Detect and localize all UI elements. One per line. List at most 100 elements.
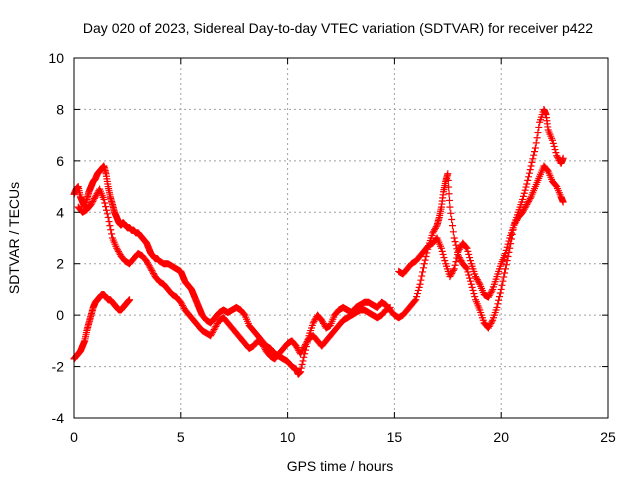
y-tick-label: -2 <box>52 359 65 375</box>
data-point <box>417 276 425 284</box>
data-point <box>113 244 121 252</box>
axis-ticks <box>73 57 609 419</box>
x-tick-label: 15 <box>387 429 403 445</box>
data-point <box>499 277 507 285</box>
data-point <box>502 261 510 269</box>
data-point <box>421 256 429 264</box>
data-point <box>452 241 460 249</box>
data-point <box>485 322 493 330</box>
data-point <box>102 206 110 214</box>
y-tick-label: -4 <box>52 410 65 426</box>
data-point <box>302 340 310 348</box>
data-point <box>503 257 511 265</box>
data-point <box>525 169 533 177</box>
data-point <box>145 262 153 270</box>
data-point <box>311 316 319 324</box>
data-point <box>114 246 122 254</box>
data-point <box>444 170 452 178</box>
data-point <box>532 139 540 147</box>
data-point <box>501 265 509 273</box>
data-point <box>296 350 304 358</box>
plot-frame <box>73 57 609 419</box>
data-point <box>466 257 474 265</box>
data-point <box>309 319 317 327</box>
y-tick-label: 4 <box>56 204 64 220</box>
data-point <box>453 254 461 262</box>
data-point <box>488 287 496 295</box>
data-point <box>496 289 504 297</box>
data-point <box>502 246 510 254</box>
data-point <box>451 238 459 246</box>
data-point <box>463 265 471 273</box>
data-point <box>525 173 533 181</box>
data-point <box>446 203 454 211</box>
data-point <box>431 226 439 234</box>
data-point <box>143 257 151 265</box>
data-point <box>449 266 457 274</box>
x-tick-labels: 0 5 10 15 20 25 <box>70 429 616 445</box>
data-point <box>525 196 533 204</box>
y-tick-label: 6 <box>56 153 64 169</box>
data-point <box>500 273 508 281</box>
data-point <box>448 268 456 276</box>
data-point <box>501 249 509 257</box>
data-point <box>177 298 185 306</box>
data-point <box>260 343 268 351</box>
data-point <box>419 264 427 272</box>
data-point <box>87 201 95 209</box>
y-tick-label: 10 <box>48 50 64 66</box>
data-point <box>437 244 445 252</box>
data-point <box>445 183 453 191</box>
data-point <box>494 300 502 308</box>
data-point <box>292 342 300 350</box>
data-point <box>456 244 464 252</box>
data-point <box>554 153 562 161</box>
data-point <box>464 247 472 255</box>
x-tick-label: 0 <box>70 429 78 445</box>
data-point <box>522 183 530 191</box>
data-point <box>552 149 560 157</box>
data-point <box>466 277 474 285</box>
data-point <box>299 357 307 365</box>
data-point <box>447 271 455 279</box>
data-point <box>149 268 157 276</box>
data-point <box>297 348 305 356</box>
data-point <box>464 268 472 276</box>
data-point <box>301 342 309 350</box>
data-point <box>466 274 474 282</box>
data-point <box>297 364 305 372</box>
data-point <box>487 289 495 297</box>
data-point <box>451 261 459 269</box>
data-point <box>415 283 423 291</box>
data-point <box>465 271 473 279</box>
data-point <box>472 274 480 282</box>
data-point <box>450 234 458 242</box>
data-point <box>102 203 110 211</box>
data-point <box>520 189 528 197</box>
data-point <box>519 207 527 215</box>
x-tick-label: 20 <box>493 429 509 445</box>
data-point <box>299 345 307 353</box>
data-point <box>178 300 186 308</box>
x-tick-label: 25 <box>600 429 616 445</box>
data-point <box>298 347 306 355</box>
y-tick-labels: -4 -2 0 2 4 6 8 10 <box>48 50 64 426</box>
data-point <box>444 176 452 184</box>
data-point <box>429 229 437 237</box>
data-point <box>450 265 458 273</box>
data-point <box>240 310 248 318</box>
data-point <box>149 269 157 277</box>
y-tick-label: 8 <box>56 101 64 117</box>
data-point <box>466 254 474 262</box>
data-point <box>144 260 152 268</box>
data-point <box>439 250 447 258</box>
data-point <box>386 303 394 311</box>
data-point <box>91 193 99 201</box>
chart-title: Day 020 of 2023, Sidereal Day-to-day VTE… <box>83 20 593 36</box>
data-point <box>92 191 100 199</box>
data-point <box>503 243 511 251</box>
y-tick-label: 2 <box>56 256 64 272</box>
data-point <box>319 319 327 327</box>
data-point <box>463 244 471 252</box>
